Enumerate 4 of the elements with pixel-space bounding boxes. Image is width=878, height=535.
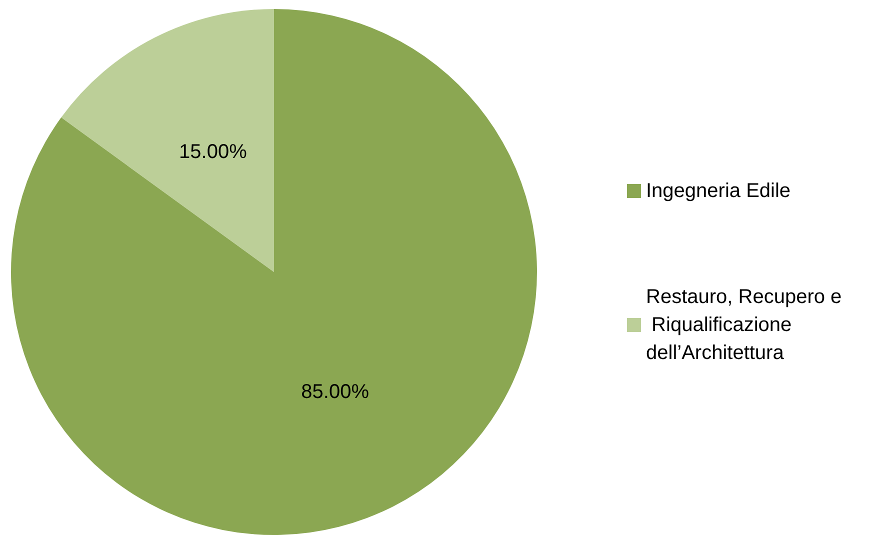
legend-label: Ingegneria Edile [646, 180, 791, 202]
data-label: 15.00% [179, 141, 248, 164]
data-label: 85.00% [301, 380, 370, 403]
legend-label: Restauro, Recupero e Riqualificazione dell’Architettura [646, 286, 842, 364]
